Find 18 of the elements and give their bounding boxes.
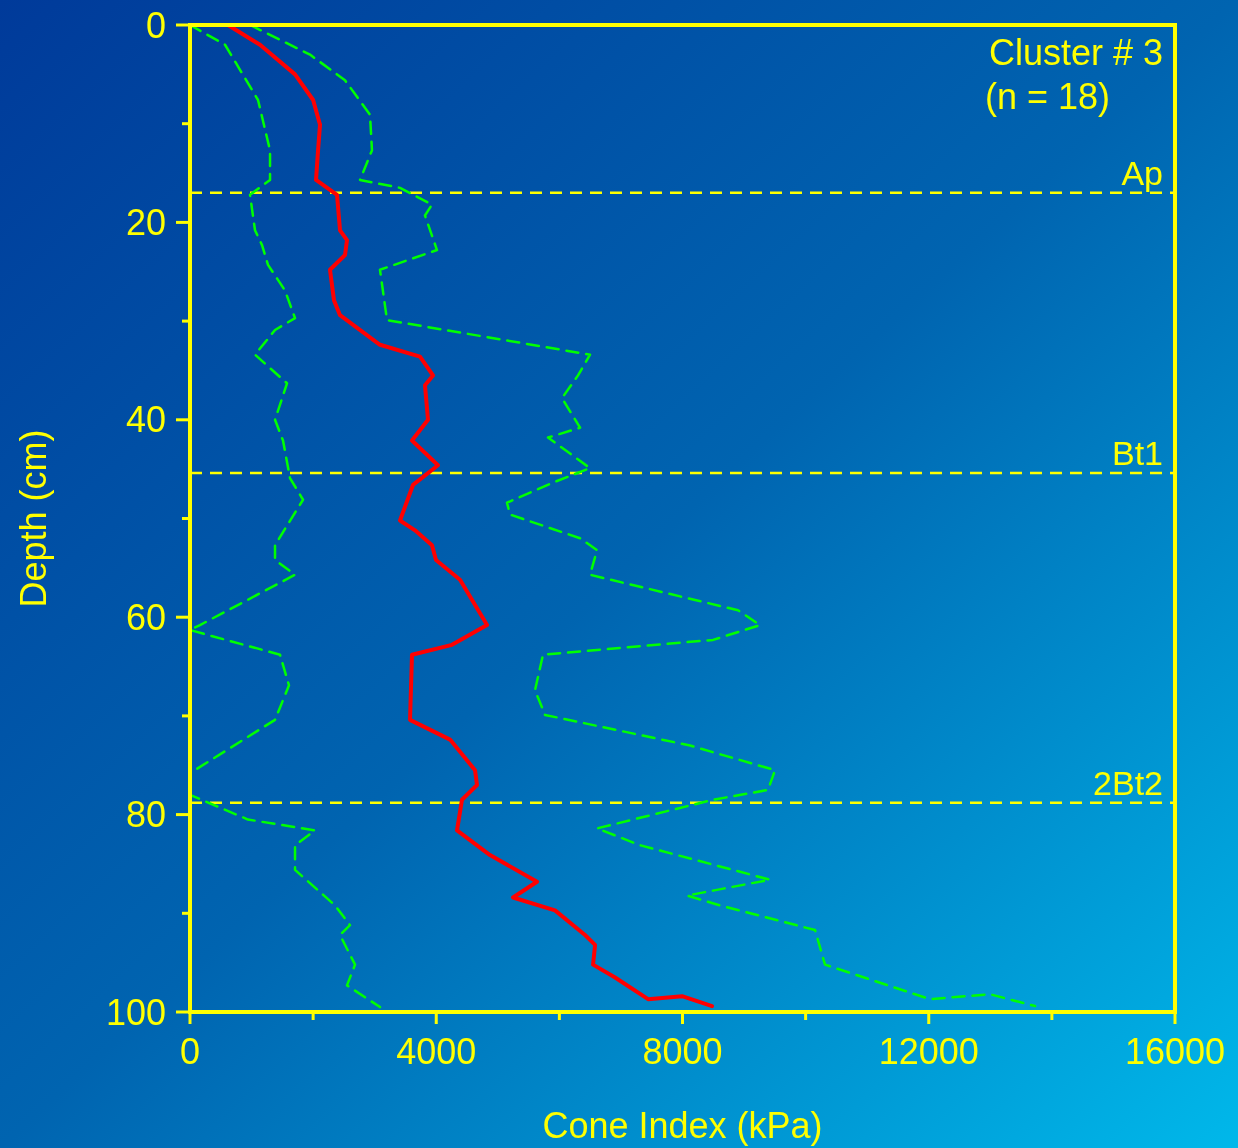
ref-line-label: 2Bt2	[1093, 763, 1163, 802]
y-tick-label: 40	[125, 399, 166, 441]
x-axis-title: Cone Index (kPa)	[542, 1105, 823, 1146]
y-tick-label: 0	[145, 4, 166, 46]
y-tick-label: 20	[125, 202, 166, 243]
y-tick-label: 80	[125, 794, 166, 836]
ref-line-label: Ap	[1121, 153, 1163, 192]
x-tick-label: 0	[179, 1031, 201, 1072]
x-tick-label: 8000	[642, 1031, 723, 1072]
annotation: (n = 18)	[985, 76, 1111, 117]
ref-line-label: Bt1	[1111, 434, 1163, 473]
x-tick-label: 12000	[878, 1031, 979, 1072]
y-axis-title: Depth (cm)	[13, 429, 54, 608]
annotation: Cluster # 3	[988, 32, 1163, 73]
y-tick-label: 60	[125, 596, 166, 638]
x-tick-label: 4000	[396, 1031, 477, 1072]
y-tick-label: 100	[105, 991, 166, 1033]
x-tick-label: 16000	[1124, 1031, 1226, 1072]
